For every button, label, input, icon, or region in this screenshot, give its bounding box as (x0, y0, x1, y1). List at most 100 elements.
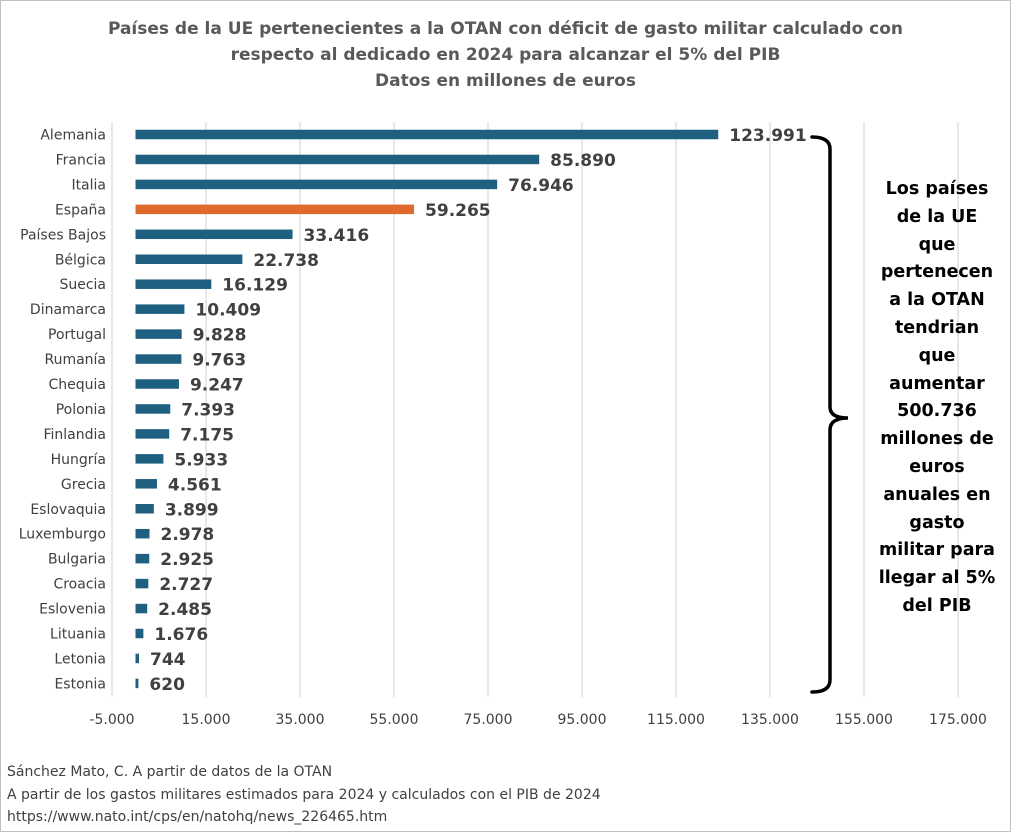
bar (135, 553, 150, 564)
category-label: Letonia (54, 651, 106, 667)
bar (135, 628, 144, 639)
annotation-line: militar para (879, 540, 995, 561)
annotation-line: millones de (880, 429, 994, 450)
source-notes: Sánchez Mato, C. A partir de datos de la… (7, 761, 601, 829)
annotation-line: tendrian (894, 317, 980, 338)
category-label: Alemania (40, 128, 106, 144)
bar (135, 229, 293, 240)
annotation-line: anuales en (883, 484, 991, 505)
x-tick-labels: -5.000 15.000 35.000 55.000 75.000 95.000 115.… (89, 712, 987, 728)
value-label: 85.890 (550, 151, 616, 171)
value-label: 2.925 (160, 550, 214, 570)
category-label: Grecia (61, 477, 106, 493)
category-labels: Alemania Francia Italia España Países Bajos B… (19, 128, 106, 693)
bar (135, 254, 243, 264)
bar (135, 279, 212, 289)
bar (135, 429, 170, 439)
value-label: 9.247 (190, 376, 244, 396)
gridlines (111, 122, 959, 697)
bar (135, 204, 415, 215)
bar (135, 329, 182, 339)
annotation-line: de la UE (896, 206, 978, 227)
value-label: 4.561 (168, 475, 222, 495)
category-label: Suecia (59, 277, 106, 293)
category-label: Francia (56, 152, 106, 168)
value-label: 76.946 (508, 176, 574, 196)
chart-title-line-1: Países de la UE pertenecientes a la OTAN… (107, 19, 904, 39)
bars (135, 129, 719, 689)
category-label: Bulgaria (48, 552, 106, 568)
bar (135, 379, 179, 389)
value-label: 2.485 (158, 600, 212, 620)
bar (135, 129, 719, 140)
bar (135, 578, 149, 589)
x-tick-label: 75.000 (464, 712, 513, 728)
x-tick-label: 135.000 (741, 712, 799, 728)
value-label: 2.727 (159, 575, 213, 595)
curly-brace (810, 135, 849, 694)
value-label: 16.129 (222, 276, 288, 296)
value-label: 7.393 (181, 400, 235, 420)
annotation-line: 500.736 (897, 401, 977, 422)
bar (135, 304, 185, 314)
bar (135, 479, 157, 489)
bar (135, 354, 182, 364)
x-tick-label: 35.000 (276, 712, 325, 728)
annotation-line: euros (909, 456, 965, 477)
value-label: 9.763 (192, 351, 246, 371)
chart-title-line-2: respecto al dedicado en 2024 para alcanz… (230, 45, 781, 65)
bar (135, 528, 150, 539)
value-label: 9.828 (193, 326, 247, 346)
category-label: España (55, 202, 106, 218)
value-label: 33.416 (304, 226, 370, 246)
value-label: 620 (149, 675, 185, 695)
category-label: Bélgica (55, 252, 106, 268)
chart-title-line-3: Datos en millones de euros (375, 71, 636, 91)
bar (135, 454, 164, 464)
category-label: Países Bajos (20, 227, 106, 243)
value-labels: 123.991 85.890 76.946 59.265 33.416 22.738 16.… (149, 126, 806, 695)
value-label: 22.738 (253, 251, 319, 271)
category-label: Eslovaquia (30, 502, 106, 518)
x-tick-label: 55.000 (370, 712, 419, 728)
bar (135, 653, 139, 664)
bar (135, 678, 139, 689)
annotation-line: aumentar (889, 373, 985, 394)
value-label: 2.978 (160, 525, 214, 545)
annotation-line: del PIB (902, 595, 972, 616)
category-label: Eslovenia (39, 602, 106, 618)
source-line-3: https://www.nato.int/cps/en/natohq/news_… (7, 809, 388, 825)
bar (135, 603, 148, 614)
x-tick-label: 175.000 (929, 712, 987, 728)
value-label: 123.991 (729, 126, 806, 146)
x-tick-label: 15.000 (182, 712, 231, 728)
category-label: Rumanía (44, 352, 106, 368)
bar (135, 154, 540, 165)
value-label: 7.175 (180, 425, 234, 445)
annotation-line: gasto (909, 512, 965, 533)
value-label: 3.899 (165, 500, 219, 520)
annotation-line: llegar al 5% (878, 568, 996, 589)
source-line-1: Sánchez Mato, C. A partir de datos de la… (7, 764, 333, 780)
bar (135, 404, 171, 414)
category-label: Estonia (54, 676, 106, 692)
annotation-line: que (918, 234, 956, 255)
category-label: Chequia (49, 377, 107, 393)
annotation-line: que (918, 345, 956, 366)
value-label: 1.676 (154, 625, 208, 645)
annotation-line: a la OTAN (889, 290, 985, 311)
value-label: 10.409 (195, 301, 261, 321)
category-label: Hungría (51, 452, 106, 468)
value-label: 744 (150, 650, 186, 670)
category-label: Luxemburgo (19, 527, 106, 543)
chart-title: Países de la UE pertenecientes a la OTAN… (0, 16, 1011, 94)
bar (135, 179, 498, 190)
source-line-2: A partir de los gastos militares estimad… (7, 786, 601, 803)
category-label: Portugal (48, 327, 106, 343)
x-tick-label: 95.000 (558, 712, 607, 728)
x-tick-label: -5.000 (89, 712, 134, 728)
category-label: Finlandia (44, 427, 107, 443)
category-label: Lituania (50, 627, 106, 643)
annotation-line: pertenecen (880, 262, 994, 283)
